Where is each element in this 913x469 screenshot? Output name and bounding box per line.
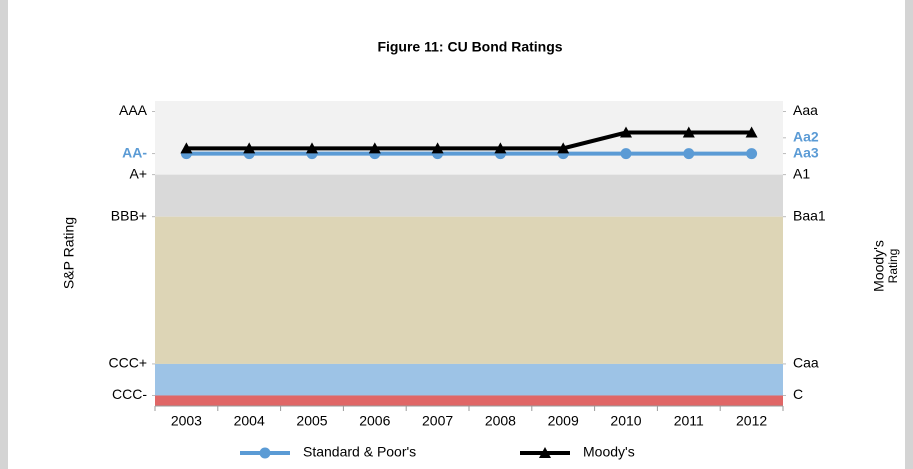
point <box>620 148 632 160</box>
legend-label: Standard & Poor's <box>303 444 416 460</box>
rating-band <box>155 101 783 175</box>
y-tick-label: CCC- <box>112 386 147 402</box>
y2-tick-label: Caa <box>793 355 819 371</box>
y-tick-label: AA- <box>122 144 147 160</box>
point <box>306 142 318 154</box>
y-tick-label: AAA <box>119 102 148 118</box>
x-tick-label: 2006 <box>359 413 390 429</box>
point <box>745 126 758 138</box>
y2-axis-label: Moody's <box>871 240 887 292</box>
point <box>682 126 695 138</box>
y2-axis-label: Rating <box>886 249 900 284</box>
point <box>494 142 507 154</box>
point <box>368 142 381 154</box>
point <box>243 142 256 154</box>
x-tick-label: 2009 <box>548 413 579 429</box>
x-tick-label: 2012 <box>736 413 767 429</box>
legend-marker <box>259 447 271 459</box>
y2-tick-label: Aaa <box>793 102 818 118</box>
rating-band <box>155 395 783 406</box>
series-line <box>186 130 752 151</box>
point <box>683 148 695 160</box>
point <box>746 148 758 160</box>
legend-marker <box>539 447 551 458</box>
y-tick-label: BBB+ <box>111 207 147 223</box>
point <box>557 142 570 154</box>
y2-tick-label: C <box>793 386 803 402</box>
chart-title: Figure 11: CU Bond Ratings <box>377 39 562 55</box>
x-tick-label: 2005 <box>296 413 327 429</box>
rating-band <box>155 363 783 396</box>
rating-band <box>155 174 783 217</box>
y2-tick-label: A1 <box>793 165 810 181</box>
y-tick-label: CCC+ <box>108 355 147 371</box>
x-tick-label: 2003 <box>171 413 202 429</box>
y2-tick-label: Baa1 <box>793 207 826 223</box>
x-tick-label: 2008 <box>485 413 516 429</box>
y-tick-label: A+ <box>129 165 147 181</box>
x-tick-label: 2011 <box>674 413 704 429</box>
point <box>620 126 632 138</box>
x-tick-label: 2010 <box>610 413 641 429</box>
point <box>431 142 444 154</box>
x-tick-label: 2007 <box>422 413 453 429</box>
point <box>180 142 193 154</box>
x-tick-label: 2004 <box>234 413 265 429</box>
y2-tick-label: Aa3 <box>793 144 819 160</box>
legend-label: Moody's <box>583 444 635 460</box>
rating-band <box>155 216 783 364</box>
y-axis-label: S&P Rating <box>61 217 77 289</box>
y2-tick-label: Aa2 <box>793 129 819 145</box>
